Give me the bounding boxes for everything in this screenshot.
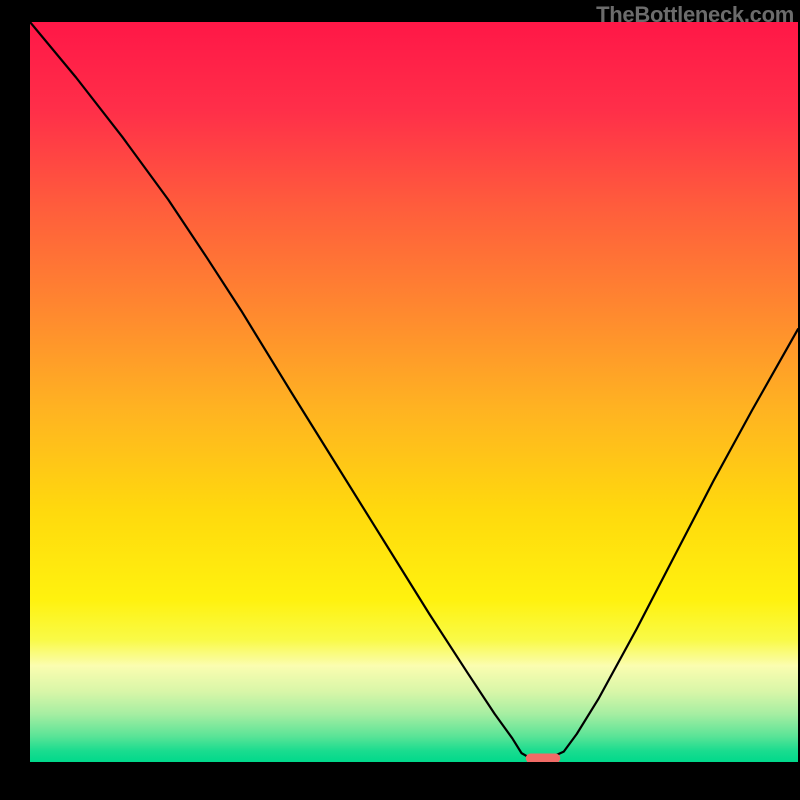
plot-svg xyxy=(30,22,798,762)
sweet-spot-marker xyxy=(526,753,561,762)
plot-area xyxy=(30,22,798,762)
gradient-background xyxy=(30,22,798,762)
chart-container: TheBottleneck.com xyxy=(0,0,800,800)
